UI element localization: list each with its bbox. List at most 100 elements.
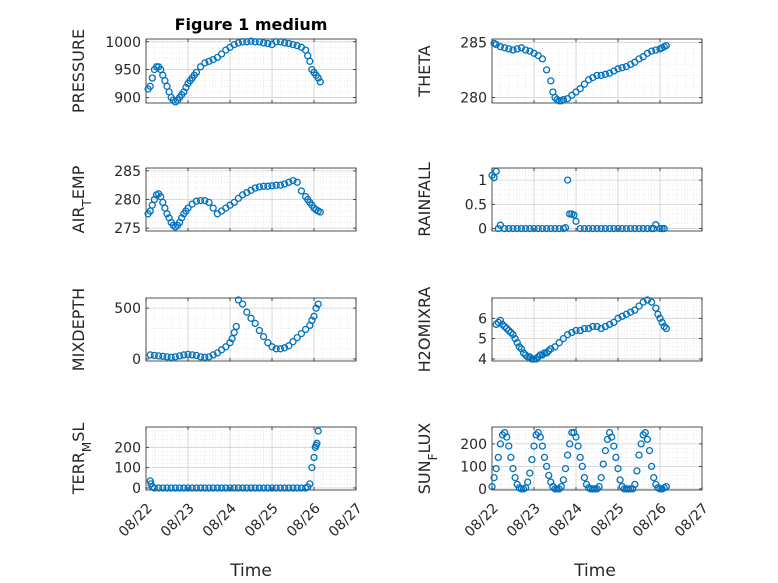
data-point bbox=[496, 43, 505, 51]
x-tick-label: 08/25 bbox=[588, 500, 628, 540]
y-axis-label: SUNFLUX bbox=[415, 423, 440, 495]
data-point bbox=[570, 211, 578, 219]
data-point bbox=[494, 318, 502, 327]
data-point bbox=[610, 318, 618, 327]
data-point bbox=[618, 312, 626, 320]
data-point bbox=[645, 446, 654, 455]
y-tick-label: 280 bbox=[460, 90, 487, 106]
y-tick-label: 500 bbox=[114, 301, 141, 317]
data-point bbox=[631, 224, 639, 233]
data-point bbox=[563, 330, 572, 339]
data-point bbox=[505, 326, 513, 335]
data-point bbox=[538, 351, 547, 359]
data-point bbox=[635, 224, 643, 233]
y-axis-label: H2OMIXRA bbox=[415, 287, 434, 373]
data-point bbox=[507, 328, 515, 337]
data-point bbox=[171, 353, 180, 361]
data-point bbox=[526, 469, 534, 477]
y-axis-label: TERRMSL bbox=[69, 423, 94, 496]
data-point bbox=[597, 473, 605, 482]
data-point bbox=[494, 453, 502, 462]
data-point bbox=[540, 453, 549, 462]
data-point bbox=[196, 353, 205, 361]
x-tick-label: 08/25 bbox=[242, 500, 282, 540]
data-point bbox=[614, 314, 622, 322]
y-axis-label: AIRTEMP bbox=[69, 165, 94, 233]
data-point bbox=[285, 39, 293, 48]
data-point bbox=[528, 455, 536, 464]
data-point bbox=[285, 178, 293, 186]
y-tick-label: 900 bbox=[114, 90, 141, 106]
data-point bbox=[184, 204, 192, 212]
y-tick-label: 1000 bbox=[105, 35, 141, 51]
data-point bbox=[500, 322, 509, 331]
data-point bbox=[312, 304, 320, 312]
y-tick-label: 950 bbox=[114, 63, 141, 79]
data-point bbox=[647, 224, 656, 233]
data-point bbox=[524, 478, 532, 486]
data-point bbox=[230, 198, 238, 207]
data-point bbox=[201, 484, 209, 492]
data-point bbox=[180, 484, 188, 492]
data-point bbox=[658, 224, 666, 233]
data-point bbox=[589, 485, 597, 493]
data-point bbox=[547, 345, 555, 353]
data-point bbox=[159, 352, 167, 361]
data-point bbox=[605, 320, 614, 329]
plot-area bbox=[146, 39, 356, 103]
data-point bbox=[268, 343, 276, 351]
data-point bbox=[572, 326, 580, 335]
data-point bbox=[566, 210, 574, 218]
data-point bbox=[251, 184, 259, 192]
data-point bbox=[230, 484, 238, 492]
data-point bbox=[580, 224, 589, 233]
data-point bbox=[222, 484, 230, 492]
data-point bbox=[509, 464, 517, 473]
data-point bbox=[580, 80, 589, 88]
data-point bbox=[247, 484, 255, 492]
data-point bbox=[146, 477, 154, 485]
data-point bbox=[626, 485, 635, 493]
data-point bbox=[306, 57, 314, 65]
data-point bbox=[584, 324, 593, 333]
data-point bbox=[238, 484, 247, 492]
data-point bbox=[597, 71, 605, 80]
data-point bbox=[492, 167, 500, 176]
data-point bbox=[618, 224, 626, 233]
data-point bbox=[205, 484, 213, 492]
data-point bbox=[205, 198, 213, 207]
data-point bbox=[572, 217, 580, 225]
data-point bbox=[264, 339, 272, 347]
x-tick-label: 08/27 bbox=[672, 500, 712, 540]
data-point bbox=[163, 484, 171, 492]
data-point bbox=[574, 442, 582, 450]
data-point bbox=[316, 78, 324, 86]
data-point bbox=[264, 484, 272, 492]
data-point bbox=[618, 64, 626, 72]
subplot-7: 0 100 200 TERRMSL 08/22 08/23 08/24 08/25 08/26 0… bbox=[69, 423, 366, 541]
x-tick-label: 08/23 bbox=[504, 500, 544, 540]
data-point bbox=[511, 334, 519, 343]
data-point bbox=[306, 480, 314, 488]
data-point bbox=[180, 351, 188, 359]
data-point bbox=[530, 355, 538, 363]
data-point bbox=[616, 476, 624, 484]
data-point bbox=[542, 462, 551, 471]
data-point bbox=[647, 298, 656, 306]
data-point bbox=[660, 224, 668, 233]
data-point bbox=[175, 484, 184, 492]
data-point bbox=[580, 473, 589, 482]
data-point bbox=[276, 345, 285, 353]
data-point bbox=[490, 174, 498, 182]
data-point bbox=[595, 482, 603, 491]
data-point bbox=[310, 453, 318, 462]
data-point bbox=[285, 484, 293, 492]
data-point bbox=[601, 224, 610, 233]
data-point bbox=[148, 74, 156, 82]
data-point bbox=[538, 55, 547, 63]
data-point bbox=[601, 446, 610, 455]
x-tick-label: 08/27 bbox=[326, 500, 366, 540]
data-point bbox=[614, 65, 622, 73]
data-point bbox=[188, 351, 196, 359]
